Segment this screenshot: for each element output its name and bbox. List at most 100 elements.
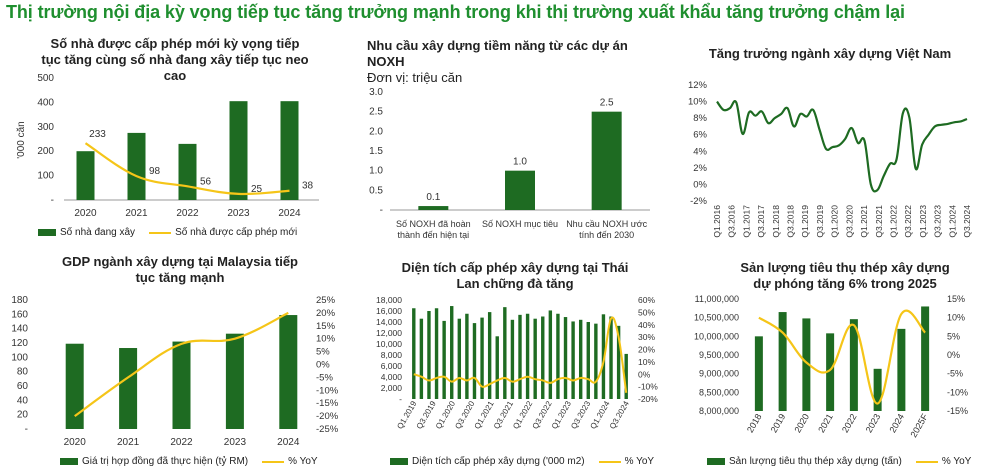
y2-tick-label: -15% [316, 398, 339, 409]
legend-bar-item: Số nhà đang xây [38, 227, 135, 238]
bar [419, 318, 424, 399]
chart-svg-vn-growth: -2% 0% 2% 4% 6% 8% 10% 12% Q1.2016 Q3.2016 Q1.2017… [688, 80, 972, 238]
bar [525, 313, 530, 399]
bar [548, 310, 553, 399]
chart-legend: Giá trị hợp đồng đã thực hiện (tỷ RM) % … [60, 456, 318, 467]
y-tick-label: - [399, 394, 402, 404]
bar [76, 151, 95, 200]
y-tick-label: - [25, 424, 28, 435]
x-tick-label: 2024 [277, 437, 300, 448]
bar [127, 132, 146, 200]
x-tick-label: Q1.2022 [888, 205, 898, 238]
bar [609, 316, 613, 399]
legend-label: % YoY [624, 456, 655, 467]
data-label: 25 [251, 184, 263, 195]
chart-subtitle: Đơn vị: triệu căn [367, 70, 463, 85]
chart-svg-steel: 8,000,000 8,500,000 9,000,000 9,500,000 10,0… [694, 294, 968, 440]
y-tick-label: 160 [11, 309, 28, 320]
legend-line-swatch [149, 231, 172, 234]
y2-tick-label: -5% [316, 372, 333, 383]
bar [778, 312, 787, 411]
bar [578, 319, 583, 399]
chart-panel-steel: Sản lượng tiêu thụ thép xây dựng dự phón… [675, 252, 981, 472]
y-tick-label: 0.5 [369, 185, 383, 196]
x-tick-label: 2020 [64, 437, 87, 448]
bar [280, 101, 299, 200]
y2-tick-label: 10% [947, 313, 965, 323]
y2-tick-label: 60% [638, 295, 655, 305]
legend-label: % YoY [941, 456, 972, 467]
chart-legend: Sản lượng tiêu thụ thép xây dựng (tấn) %… [707, 456, 971, 467]
bar [594, 323, 598, 399]
series-line [758, 309, 926, 405]
y-tick-label: 10,500,000 [694, 313, 739, 323]
y2-tick-label: 0% [947, 350, 960, 360]
x-tick-label: 2024 [278, 208, 301, 219]
data-label: 56 [200, 176, 212, 187]
y-tick-label: 180 [11, 295, 28, 306]
bar [601, 314, 606, 399]
bar [921, 306, 930, 411]
x-tick-label: Q1.2023 [918, 205, 928, 238]
bar [472, 323, 477, 399]
bar [119, 348, 138, 429]
bar [616, 325, 621, 399]
x-tick-label: Q3.2024 [608, 399, 631, 431]
series-line [716, 100, 968, 193]
x-tick-label: 2019 [769, 412, 788, 434]
chart-title: Diện tích cấp phép xây dựng tại Thái Lan… [401, 260, 629, 291]
y-tick-label: 8,000,000 [699, 406, 739, 416]
legend-bar-swatch [707, 458, 725, 465]
legend-bar-swatch [390, 458, 408, 465]
series-line [84, 142, 290, 196]
bar [571, 321, 575, 399]
legend-bar-swatch [60, 458, 78, 465]
x-tick-label: Q1.2017 [741, 205, 751, 238]
legend-bar-swatch [38, 229, 56, 236]
x-tick-label: Số NOXH mục tiêu [482, 219, 558, 229]
y2-tick-label: 20% [638, 345, 655, 355]
x-tick-label: Q3.2024 [962, 205, 972, 238]
data-label: 38 [302, 181, 314, 192]
x-tick-label: Q3.2023 [933, 205, 943, 238]
y2-tick-label: 5% [316, 347, 330, 358]
x-tick-label: 2020 [792, 412, 811, 434]
bar [563, 317, 568, 399]
x-tick-label: 2025F [908, 412, 930, 440]
bar [172, 341, 191, 429]
chart-title: Nhu cầu xây dựng tiềm năng từ các dự án … [367, 38, 657, 86]
y2-tick-label: -10% [638, 382, 658, 392]
bar [802, 318, 811, 411]
legend-label: Sản lượng tiêu thụ thép xây dựng (tấn) [729, 456, 902, 467]
chart-legend: Diện tích cấp phép xây dựng ('000 m2) % … [390, 456, 654, 467]
y2-tick-label: 30% [638, 332, 655, 342]
bar [505, 170, 535, 210]
bar [412, 308, 416, 399]
chart-svg-thailand: -2,0004,0006,0008,00010,00012,00014,0001… [376, 295, 658, 431]
bar [541, 316, 545, 399]
y2-tick-label: -25% [316, 424, 339, 435]
bar [450, 306, 454, 399]
bar [826, 333, 835, 411]
y-tick-label: - [380, 205, 383, 216]
x-tick-label: Q3.2017 [756, 205, 766, 238]
y-tick-label: 2.5 [369, 107, 383, 118]
y2-tick-label: 0% [638, 369, 651, 379]
y-tick-label: 11,000,000 [695, 294, 739, 304]
y-tick-label: 20 [17, 410, 29, 421]
series-line [413, 316, 628, 393]
x-tick-label: 2023 [224, 437, 247, 448]
y-tick-label: - [51, 195, 54, 206]
y-tick-label: 14,000 [376, 317, 402, 327]
y2-tick-label: -15% [947, 406, 968, 416]
y2-tick-label: 50% [638, 307, 655, 317]
legend-label: Số nhà đang xây [60, 227, 136, 238]
y-tick-label: 8% [693, 113, 707, 124]
y2-tick-label: 25% [316, 295, 336, 306]
x-tick-label: 2022 [176, 208, 199, 219]
y-tick-label: 10,000,000 [694, 331, 739, 341]
y-tick-label: 9,000,000 [699, 369, 739, 379]
x-tick-label: 2020 [74, 208, 97, 219]
chart-title: Sản lượng tiêu thụ thép xây dựng dự phón… [740, 260, 950, 291]
y-tick-label: 9,500,000 [699, 350, 739, 360]
